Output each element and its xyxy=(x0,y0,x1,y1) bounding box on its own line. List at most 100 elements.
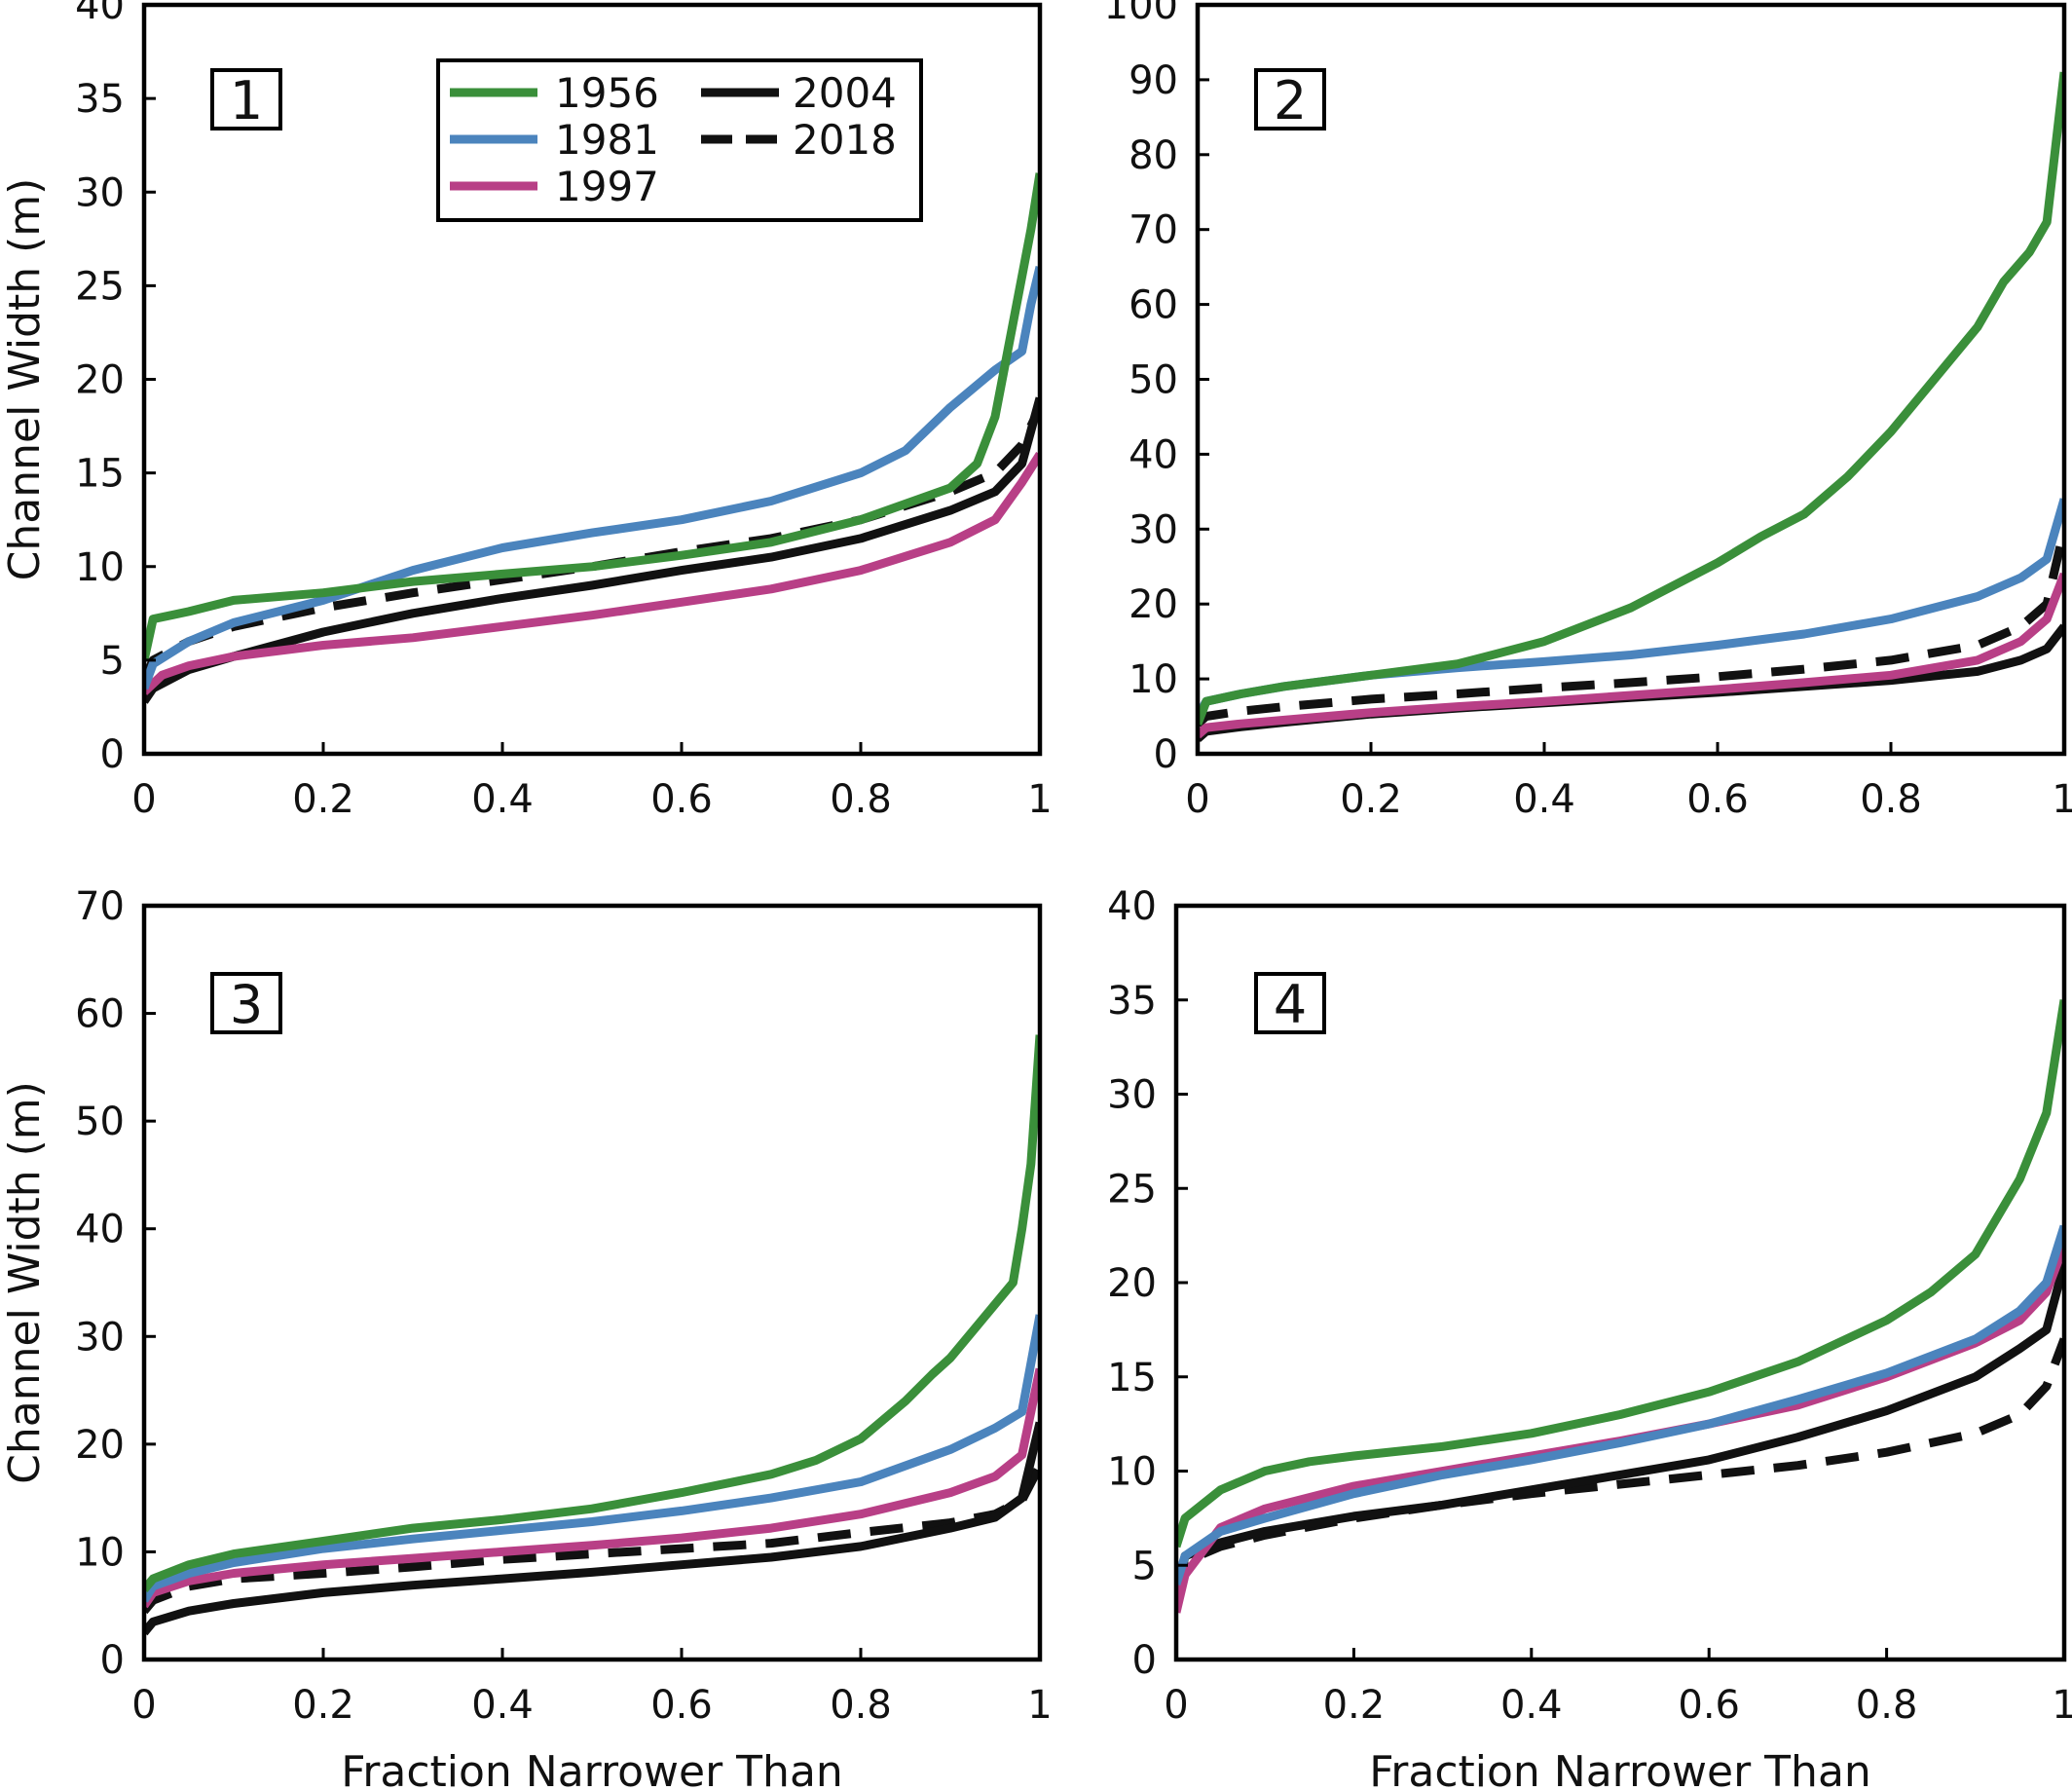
series-line-1997 xyxy=(1198,572,2064,739)
x-tick-label: 0.4 xyxy=(1500,1683,1563,1728)
panel-label-box xyxy=(210,68,282,131)
series-group xyxy=(144,1034,1040,1636)
y-tick-label: 10 xyxy=(75,1530,125,1575)
panel-label: 3 xyxy=(230,974,263,1035)
series-line-1981 xyxy=(144,1314,1040,1603)
panel-label: 4 xyxy=(1274,974,1307,1035)
x-tick-label: 1 xyxy=(2052,1683,2072,1728)
y-tick-label: 40 xyxy=(75,1208,125,1252)
x-tick-label: 0 xyxy=(131,1683,156,1728)
y-tick-label: 70 xyxy=(1128,208,1178,253)
x-tick-label: 0.4 xyxy=(471,777,534,822)
x-tick-label: 0.2 xyxy=(1340,777,1402,822)
y-tick-label: 30 xyxy=(1128,507,1178,552)
x-tick-label: 0.8 xyxy=(1860,777,1922,822)
y-tick-label: 70 xyxy=(75,884,125,929)
series-line-2004 xyxy=(144,1421,1040,1636)
y-axis-title: Channel Width (m) xyxy=(0,1081,50,1484)
y-tick-label: 5 xyxy=(1132,1544,1157,1588)
x-tick-label: 0 xyxy=(1185,777,1209,822)
y-tick-label: 30 xyxy=(75,1315,125,1360)
y-tick-label: 10 xyxy=(1128,657,1178,702)
y-tick-label: 50 xyxy=(75,1100,125,1144)
panel-label-box xyxy=(1254,972,1326,1034)
y-axis-title: Channel Width (m) xyxy=(0,178,50,581)
series-line-2018 xyxy=(1198,528,2064,728)
y-tick-label: 30 xyxy=(1107,1073,1157,1118)
y-tick-label: 10 xyxy=(75,545,125,590)
y-tick-label: 90 xyxy=(1128,58,1178,103)
series-group xyxy=(144,172,1040,704)
legend-label-1997: 1997 xyxy=(555,163,659,210)
x-tick-label: 0.2 xyxy=(292,1683,354,1728)
y-tick-label: 20 xyxy=(75,358,125,403)
x-axis-title: Fraction Narrower Than xyxy=(1369,1747,1871,1791)
x-tick-label: 1 xyxy=(2052,777,2072,822)
panel-4: 0 5 10 15 20 25 30 35 40 0 0.2 0.4 0.6 0.8 1 Fraction N… xyxy=(1107,884,2072,1791)
series-line-1981 xyxy=(1176,1224,2064,1586)
y-tick-label: 80 xyxy=(1128,133,1178,178)
x-tick-label: 0.8 xyxy=(830,777,892,822)
series-line-1956 xyxy=(144,1034,1040,1592)
x-tick-label: 0.2 xyxy=(292,777,354,822)
plot-frame xyxy=(141,903,1043,1662)
panel-label: 1 xyxy=(230,70,263,131)
series-line-1997 xyxy=(144,451,1040,695)
y-tick-label: 20 xyxy=(1107,1261,1157,1306)
panel-label: 2 xyxy=(1274,70,1307,131)
x-tick-label: 0.8 xyxy=(1856,1683,1918,1728)
series-group xyxy=(1176,999,2064,1614)
series-line-2018 xyxy=(1176,1337,2064,1595)
y-tick-label: 35 xyxy=(1107,979,1157,1024)
y-tick-label: 20 xyxy=(75,1423,125,1468)
series-line-1997 xyxy=(1176,1243,2064,1614)
x-tick-label: 0.4 xyxy=(1513,777,1575,822)
y-tick-label: 50 xyxy=(1128,358,1178,403)
y-tick-label: 0 xyxy=(1154,732,1178,777)
y-tick-label: 5 xyxy=(100,639,125,684)
x-tick-label: 0 xyxy=(1164,1683,1188,1728)
y-tick-label: 0 xyxy=(100,1638,125,1683)
y-tick-label: 25 xyxy=(75,264,125,309)
panel-label-box xyxy=(210,972,282,1034)
legend-label-2004: 2004 xyxy=(793,69,897,117)
legend-label-1956: 1956 xyxy=(555,69,659,117)
panel-1: 0 5 10 15 20 25 30 35 40 0 0.2 0.4 0.6 0.8 1 Channel Wi… xyxy=(0,0,1053,822)
y-tick-label: 40 xyxy=(1128,432,1178,477)
y-tick-label: 100 xyxy=(1104,0,1178,28)
x-tick-label: 0.4 xyxy=(471,1683,534,1728)
x-tick-label: 0.6 xyxy=(650,777,713,822)
y-tick-label: 25 xyxy=(1107,1167,1157,1212)
x-tick-label: 1 xyxy=(1027,777,1052,822)
y-tick-label: 30 xyxy=(75,170,125,215)
y-tick-label: 60 xyxy=(75,992,125,1037)
series-line-1956 xyxy=(144,172,1040,661)
series-line-1956 xyxy=(1176,999,2064,1548)
series-group xyxy=(1198,71,2064,743)
series-line-1956 xyxy=(1198,71,2064,726)
y-tick-label: 0 xyxy=(1132,1638,1157,1683)
series-line-2004 xyxy=(144,396,1040,704)
series-line-1981 xyxy=(144,266,1040,690)
y-tick-label: 10 xyxy=(1107,1450,1157,1495)
legend-label-1981: 1981 xyxy=(555,116,659,164)
y-tick-label: 40 xyxy=(1107,884,1157,929)
y-tick-label: 60 xyxy=(1128,283,1178,328)
x-tick-label: 0 xyxy=(131,777,156,822)
y-tick-label: 15 xyxy=(1107,1356,1157,1400)
y-tick-label: 40 xyxy=(75,0,125,28)
legend-label-2018: 2018 xyxy=(793,116,897,164)
panel-3: 0 10 20 30 40 50 60 70 0 0.2 0.4 0.6 0.8 1 Channel Wid… xyxy=(0,884,1053,1791)
x-tick-label: 0.2 xyxy=(1323,1683,1386,1728)
x-tick-label: 0.6 xyxy=(1678,1683,1740,1728)
x-tick-label: 1 xyxy=(1027,1683,1052,1728)
x-axis-title: Fraction Narrower Than xyxy=(341,1747,843,1791)
y-tick-label: 35 xyxy=(75,77,125,122)
panel-label-box xyxy=(1254,68,1326,131)
y-tick-label: 0 xyxy=(100,732,125,777)
x-tick-label: 0.8 xyxy=(830,1683,892,1728)
x-tick-label: 0.6 xyxy=(1686,777,1749,822)
